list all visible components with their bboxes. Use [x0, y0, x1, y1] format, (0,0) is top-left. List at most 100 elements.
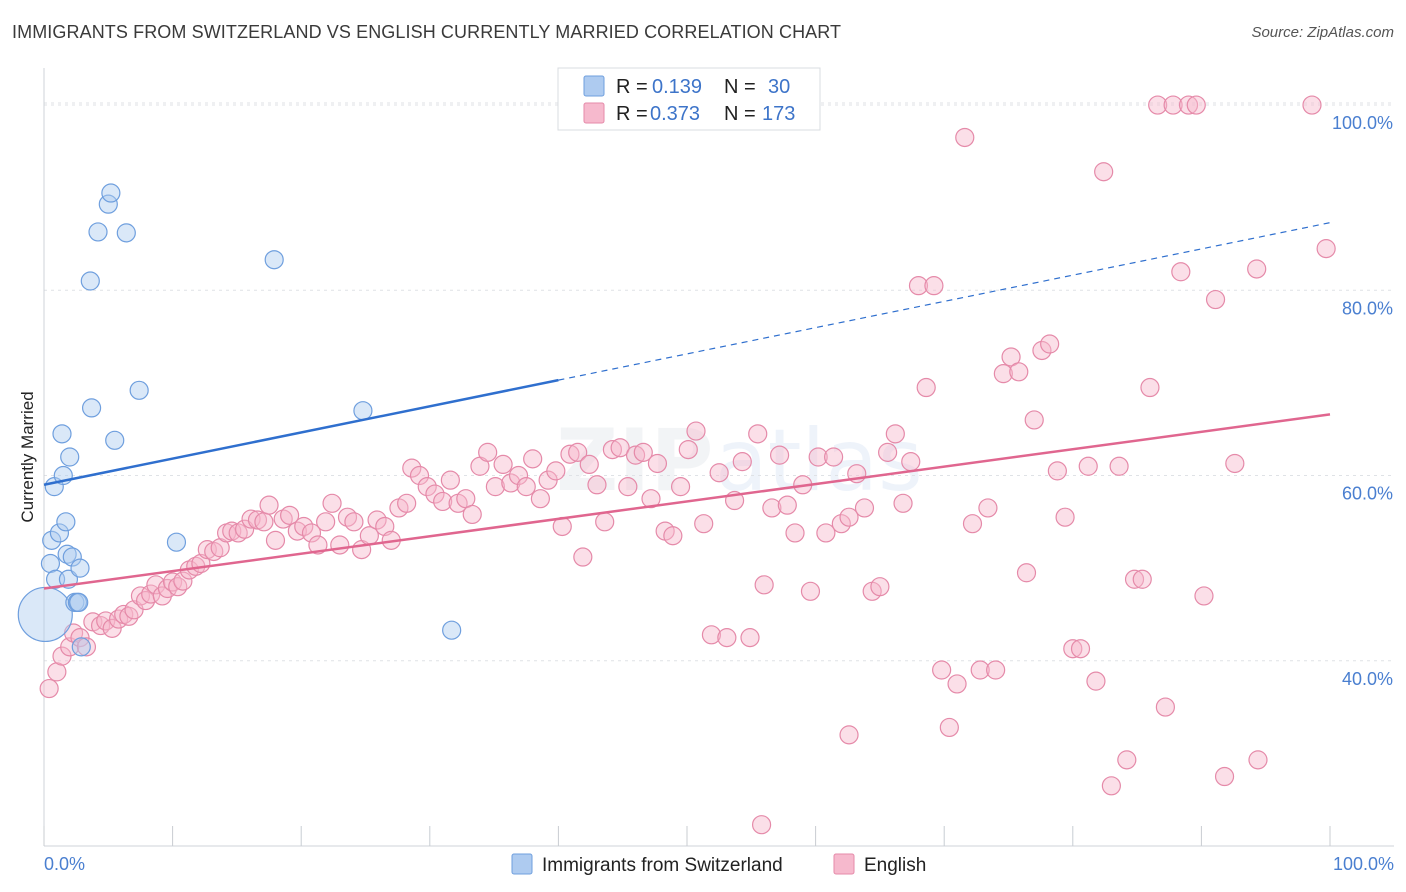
switzerland-point [80, 271, 100, 291]
english-point [678, 439, 698, 460]
english-point [978, 498, 998, 518]
english-point [970, 660, 990, 680]
english-point [908, 276, 929, 296]
english-point [816, 523, 836, 543]
switzerland-point [70, 558, 90, 578]
english-point [523, 449, 543, 469]
legend-n-value-2: 173 [762, 103, 795, 125]
english-point [560, 444, 580, 464]
english-point [986, 660, 1006, 680]
english-point [102, 618, 122, 638]
english-point [1124, 569, 1145, 589]
bottom-legend-label-blue: Immigrants from Switzerland [542, 855, 783, 876]
english-point [1009, 362, 1029, 382]
english-point [633, 442, 653, 462]
bottom-legend-swatch-blue [511, 853, 533, 875]
english-point [168, 577, 188, 597]
english-point [316, 512, 336, 532]
english-point [1101, 776, 1121, 796]
english-point [808, 447, 828, 467]
x-tick-label-min: 0.0% [44, 854, 85, 874]
english-point [870, 577, 890, 597]
english-point [294, 516, 314, 537]
english-point [301, 523, 322, 543]
english-point [254, 512, 274, 532]
y-tick-labels: 40.0% 60.0% 80.0% 100.0% [1332, 113, 1393, 689]
switzerland-point [56, 512, 76, 532]
bottom-legend-label-pink: English [864, 855, 926, 876]
switzerland-point [81, 398, 102, 418]
y-tick-label: 100.0% [1332, 113, 1393, 133]
english-point [397, 493, 417, 513]
english-point [402, 458, 422, 478]
english-point [701, 625, 722, 645]
english-point [344, 512, 364, 532]
english-point [1163, 95, 1183, 115]
english-point [901, 452, 921, 472]
legend: R = 0.139 N = 30 R = 0.373 N = 173 [557, 67, 821, 131]
english-point [587, 475, 607, 495]
english-point [530, 489, 550, 509]
english-point [308, 535, 328, 555]
english-point [1194, 586, 1214, 606]
english-point [433, 491, 453, 512]
switzerland-point [71, 637, 91, 657]
english-point [1247, 259, 1267, 279]
legend-n-label-1: N = [724, 76, 756, 98]
english-point [259, 495, 279, 515]
english-point [878, 442, 898, 462]
english-point [962, 514, 983, 534]
switzerland-point [60, 447, 80, 467]
english-point [610, 438, 630, 458]
english-point [235, 519, 255, 539]
english-point [1086, 671, 1106, 691]
english-point [885, 424, 905, 444]
english-point [754, 575, 774, 595]
english-point [1094, 162, 1114, 182]
english-point [748, 424, 768, 444]
english-point [1316, 239, 1336, 259]
english-point [1040, 334, 1060, 354]
english-point [709, 463, 729, 483]
series-english-points [39, 95, 1336, 835]
english-point [516, 477, 536, 497]
english-point [1063, 639, 1083, 659]
switzerland-point [57, 544, 77, 564]
english-point [462, 504, 482, 525]
english-point [508, 465, 529, 486]
trend-lines [43, 222, 1331, 590]
english-point [824, 447, 844, 467]
english-point [947, 674, 967, 694]
series-switzerland-points [17, 183, 462, 657]
switzerland-point [17, 586, 73, 643]
english-point [1186, 95, 1206, 115]
english-point [1024, 410, 1044, 430]
english-point [265, 530, 286, 550]
y-tick-label: 60.0% [1342, 484, 1393, 504]
english-point [777, 495, 797, 515]
english-point [893, 493, 913, 513]
english-point [939, 717, 959, 738]
english-point [618, 477, 638, 497]
english-point [579, 454, 599, 475]
english-point [740, 628, 760, 648]
english-point [717, 628, 737, 648]
chart-source: Source: ZipAtlas.com [1251, 24, 1394, 41]
english-point [173, 571, 193, 591]
english-point [322, 493, 342, 513]
legend-swatch-blue [583, 75, 605, 97]
legend-r-label-1: R = [616, 76, 648, 98]
english-point [670, 477, 691, 497]
english-point [546, 461, 566, 481]
switzerland-point [42, 530, 62, 550]
english-point [1032, 340, 1052, 361]
legend-r-value-1: 0.139 [652, 76, 702, 98]
english-point [839, 725, 859, 745]
english-point [602, 439, 623, 460]
x-tick-label-max: 100.0% [1333, 854, 1394, 874]
legend-swatch-pink [583, 102, 605, 124]
switzerland-point [116, 223, 136, 243]
english-point [39, 678, 59, 699]
english-point [440, 470, 460, 490]
switzerland-trend-line [43, 378, 559, 487]
